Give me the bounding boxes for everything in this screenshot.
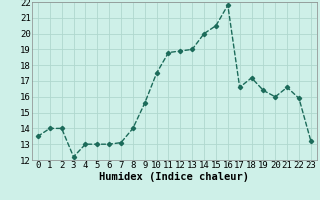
- X-axis label: Humidex (Indice chaleur): Humidex (Indice chaleur): [100, 172, 249, 182]
